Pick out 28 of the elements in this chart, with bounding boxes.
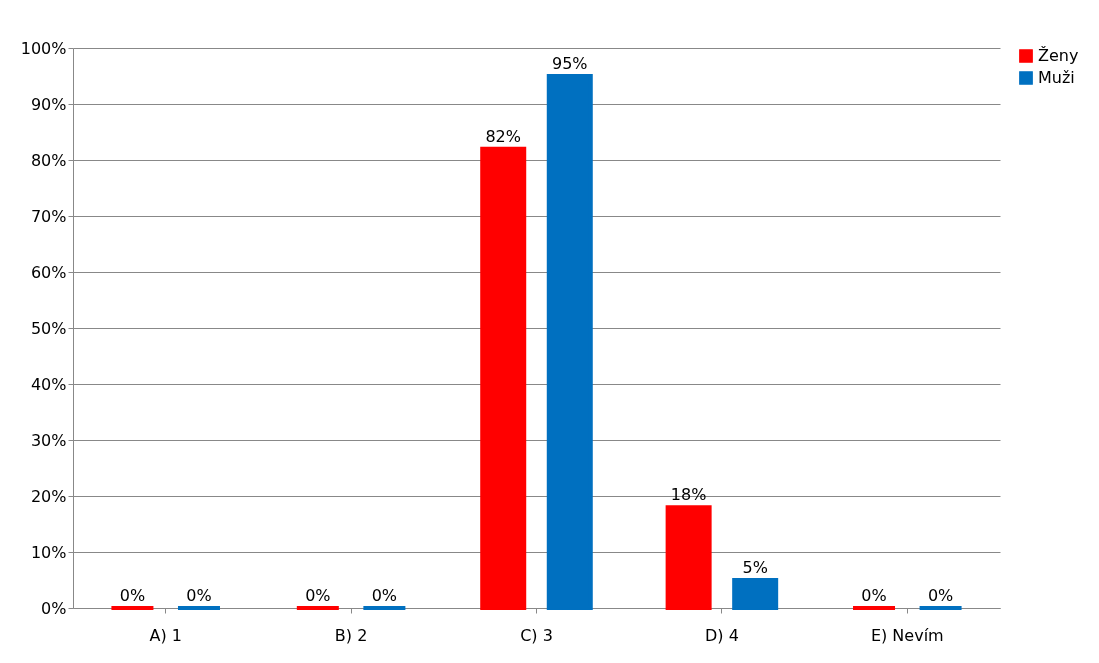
y-tick-label: 0% xyxy=(41,598,67,618)
data-label: 0% xyxy=(927,586,954,605)
data-label: 0% xyxy=(371,586,398,605)
data-label: 5% xyxy=(742,558,768,577)
data-label: 18% xyxy=(670,485,707,505)
y-tick-label: 80% xyxy=(30,150,67,170)
data-label: 0% xyxy=(861,586,887,605)
y-tick-label: 40% xyxy=(30,374,67,394)
x-tick-label: A) 1 xyxy=(149,625,182,645)
data-label: 0% xyxy=(305,586,331,605)
data-label: 82% xyxy=(485,126,521,146)
y-tick-label: 50% xyxy=(30,318,67,338)
data-label: 95% xyxy=(552,54,588,73)
x-tick-label: D) 4 xyxy=(704,625,739,645)
y-tick-label: 70% xyxy=(30,206,67,226)
y-tick-label: 10% xyxy=(30,542,67,562)
x-tick-label: B) 2 xyxy=(334,625,368,645)
y-tick-label: 60% xyxy=(30,262,67,282)
y-tick-label: 30% xyxy=(30,430,67,450)
y-tick-label: 90% xyxy=(30,94,67,114)
y-tick-label: 20% xyxy=(30,486,67,506)
data-label: 0% xyxy=(119,586,146,605)
y-tick-label: 100% xyxy=(20,38,67,58)
x-tick-label: E) Nevím xyxy=(870,625,944,645)
data-label: 0% xyxy=(186,586,212,605)
legend-label: Muži xyxy=(1038,68,1075,87)
x-tick-label: C) 3 xyxy=(520,625,553,645)
legend-label: Ženy xyxy=(1038,46,1079,65)
